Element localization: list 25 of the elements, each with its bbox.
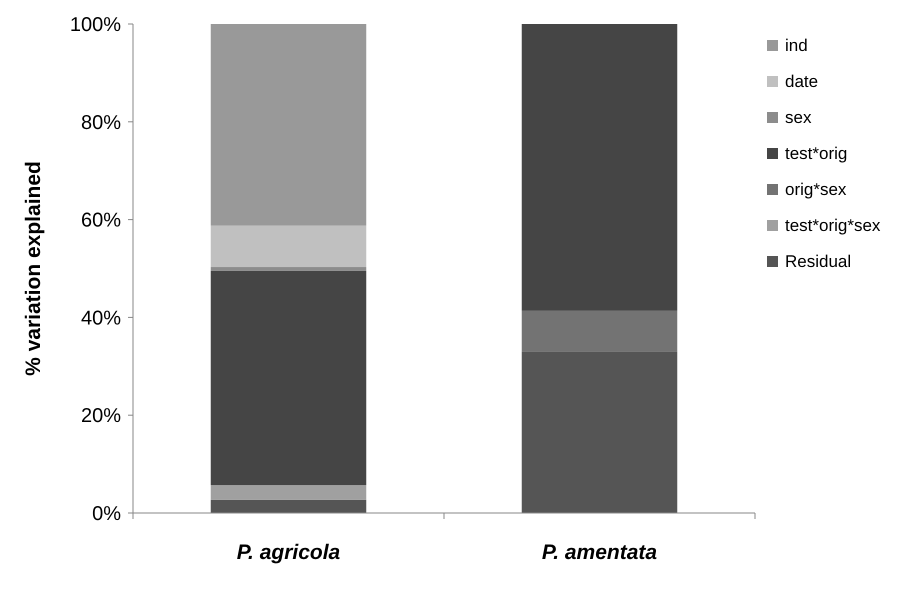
legend-label: sex — [785, 108, 812, 127]
x-tick-label: P. amentata — [542, 541, 658, 564]
legend-label: orig*sex — [785, 180, 847, 199]
y-tick-label: 0% — [92, 503, 122, 525]
bar — [210, 485, 366, 500]
y-tick-label: 20% — [80, 405, 122, 428]
bar — [210, 500, 366, 513]
legend-label: ind — [785, 36, 808, 55]
bar — [210, 24, 366, 226]
legend-label: test*orig — [785, 144, 848, 163]
legend-label: Residual — [785, 252, 852, 271]
x-tick-label: P. agricola — [236, 541, 341, 564]
bar — [522, 352, 678, 513]
bar — [210, 270, 366, 486]
bar — [210, 225, 366, 268]
legend-label: test*orig*sex — [785, 216, 881, 235]
y-axis-title: % variation explained — [22, 161, 45, 376]
y-tick-label: 80% — [80, 112, 122, 134]
y-tick-label: 100% — [70, 14, 122, 36]
bar — [522, 24, 678, 311]
y-tick-label: 40% — [80, 307, 122, 330]
legend-label: date — [785, 72, 818, 91]
bar — [522, 310, 678, 352]
bar — [210, 267, 366, 271]
y-tick-label: 60% — [80, 210, 122, 232]
